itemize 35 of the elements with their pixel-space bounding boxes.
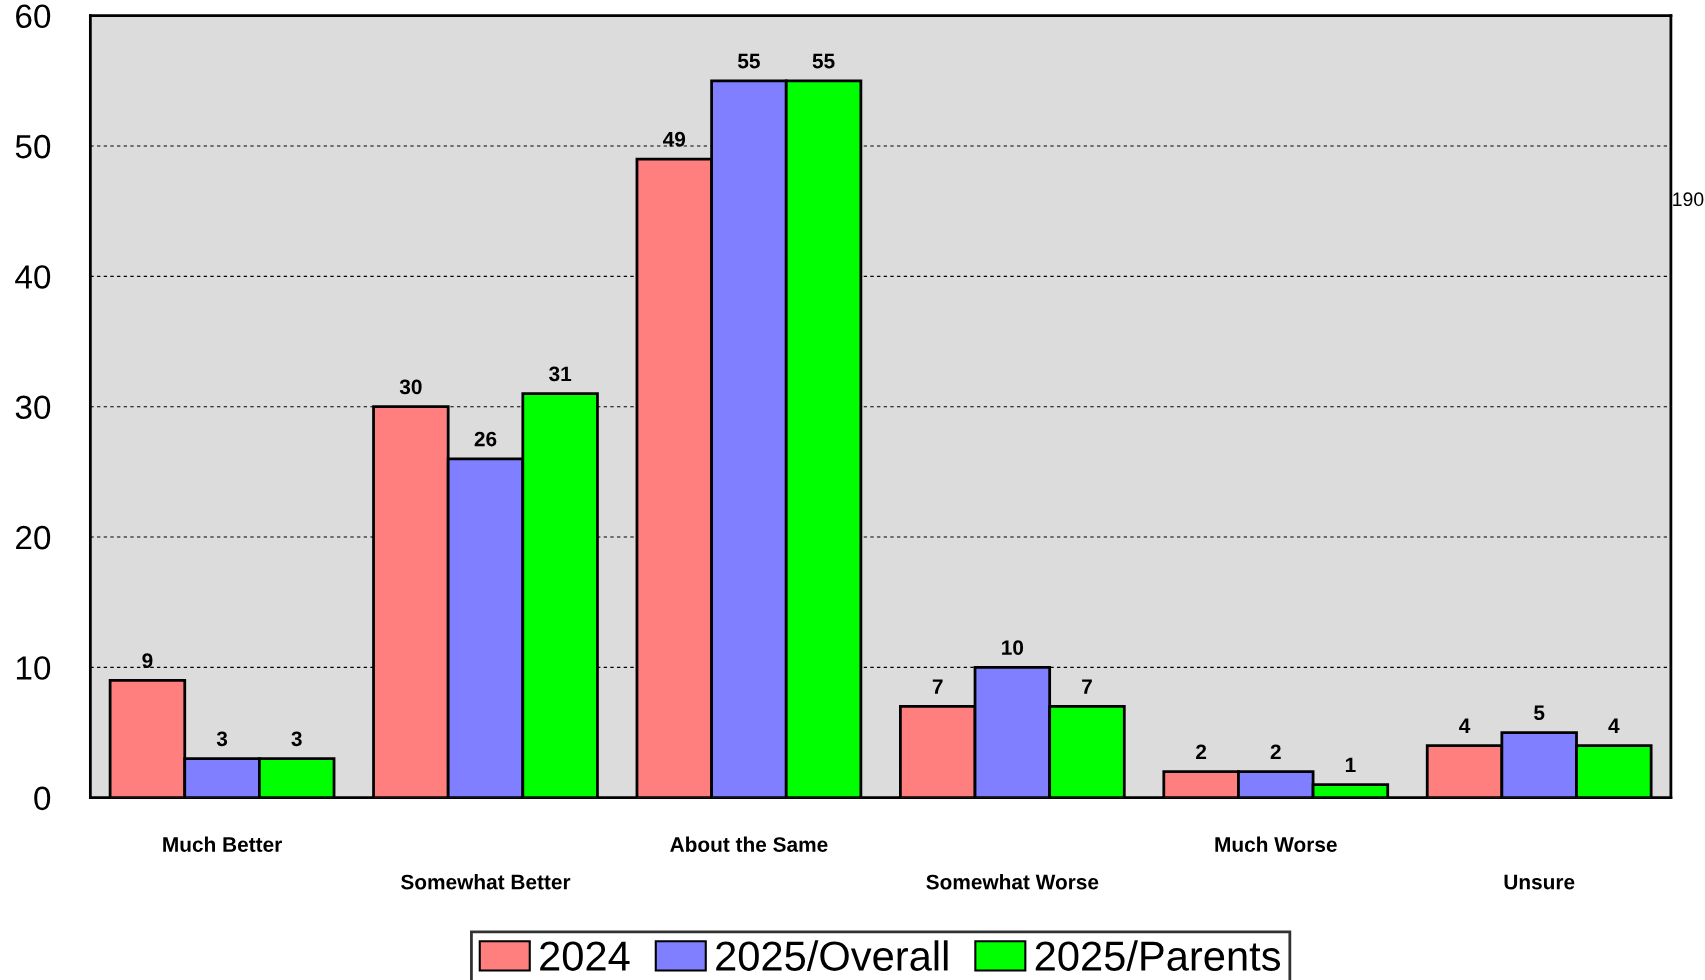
data-label: 55 <box>812 53 835 69</box>
x-tick-label: Unsure <box>1504 874 1575 890</box>
data-label: 2 <box>1196 744 1207 759</box>
legend-label: 2024 <box>540 941 630 971</box>
data-label: 9 <box>142 653 153 668</box>
data-label: 5 <box>1534 705 1545 721</box>
x-tick-label: Much Worse <box>1215 836 1337 852</box>
data-label: 7 <box>1082 679 1092 694</box>
x-tick-label: Somewhat Worse <box>926 874 1099 890</box>
data-label: 3 <box>291 731 302 747</box>
legend-label: 2025/Parents <box>1035 940 1281 971</box>
data-label: 26 <box>474 431 497 447</box>
data-label: 7 <box>932 679 943 694</box>
data-label: 4 <box>1459 718 1471 733</box>
x-tick-label: Much Better <box>163 836 282 852</box>
data-label: 4 <box>1608 718 1620 733</box>
y-tick-label: 30 <box>15 395 51 420</box>
data-label: 10 <box>1002 640 1024 655</box>
y-tick-label: 0 <box>34 786 51 811</box>
y-tick-label: 60 <box>16 4 51 29</box>
data-label: 30 <box>399 379 422 395</box>
text: 190 <box>1673 192 1704 207</box>
data-label: 49 <box>663 131 686 147</box>
data-label: 2 <box>1270 744 1281 759</box>
data-label: 1 <box>1345 757 1356 773</box>
y-tick-label: 40 <box>15 265 51 289</box>
data-label: 3 <box>216 731 228 747</box>
data-label: 31 <box>549 366 572 382</box>
y-tick-label: 50 <box>15 134 51 159</box>
legend-label: 2025/Overall <box>716 940 948 971</box>
x-tick-label: About the Same <box>670 836 828 852</box>
data-label: 55 <box>737 53 760 69</box>
y-tick-label: 10 <box>16 656 51 680</box>
x-tick-label: Somewhat Better <box>401 874 571 890</box>
y-tick-label: 20 <box>16 525 51 550</box>
